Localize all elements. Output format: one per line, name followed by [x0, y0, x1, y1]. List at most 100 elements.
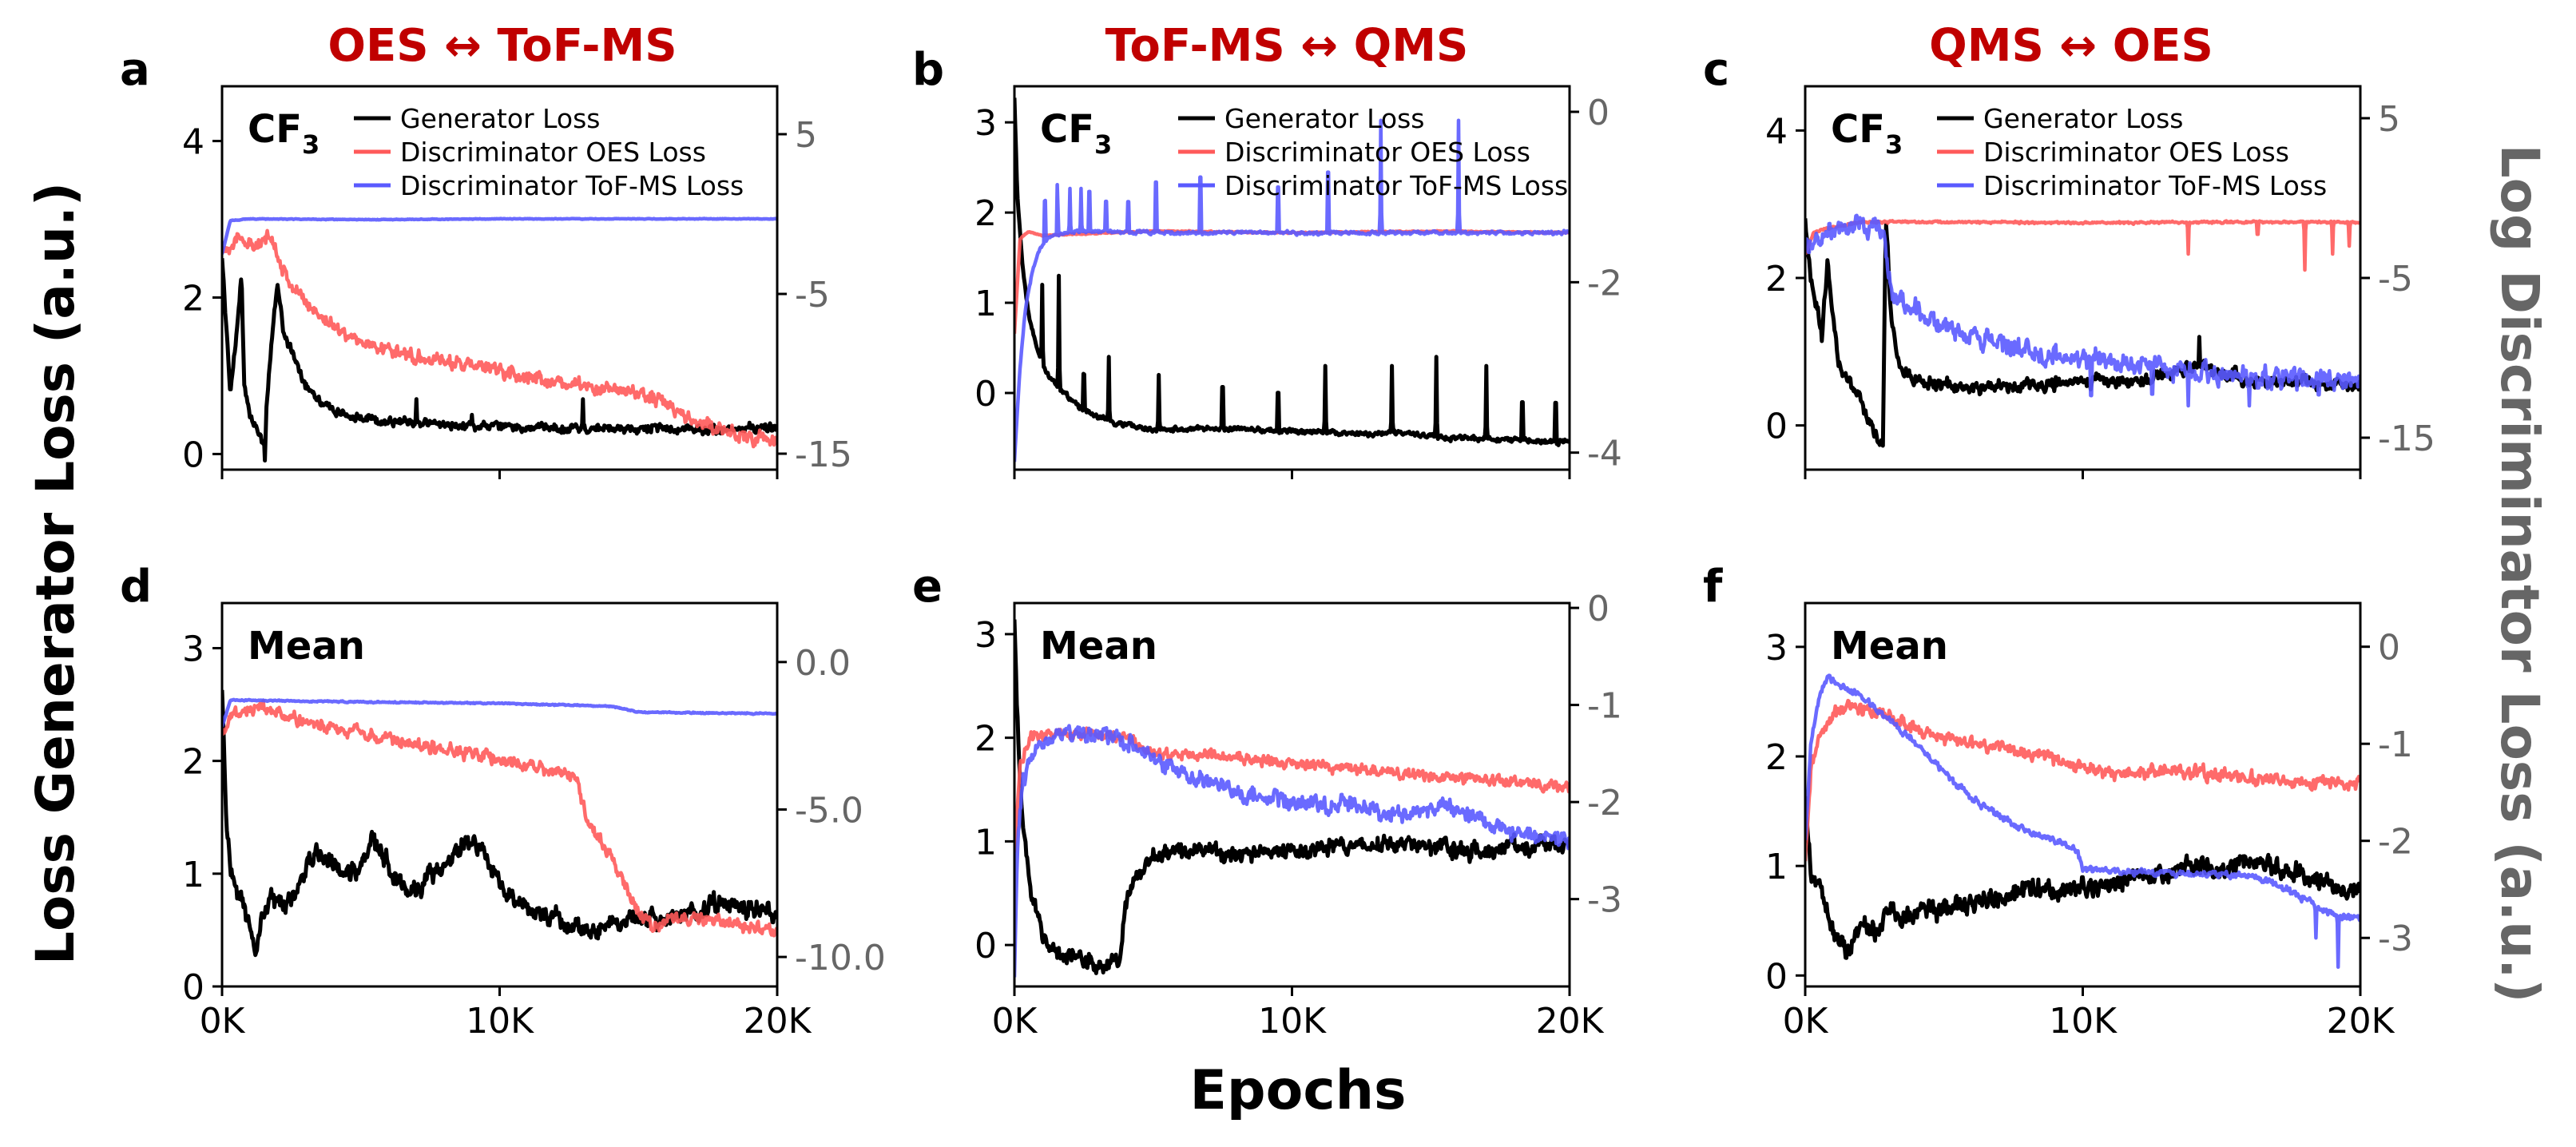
series-line-discriminator-tof-ms-loss [1014, 118, 1570, 462]
x-tick-label: 0K [992, 1001, 1038, 1042]
column-title-1: OES ↔ ToF-MS [327, 20, 677, 72]
panel-letter: f [1703, 561, 1723, 613]
y-tick-label-right: 0.0 [795, 643, 851, 684]
x-tick-label: 20K [1536, 1001, 1605, 1042]
y-tick-label-left: 3 [182, 629, 204, 669]
series-line-discriminator-tof-ms-loss [1805, 213, 2360, 408]
panel-letter: e [912, 561, 943, 613]
y-tick-label-left: 0 [182, 967, 204, 1008]
y-tick-label-right: -2 [1587, 263, 1622, 304]
x-tick-label: 20K [2327, 1001, 2395, 1042]
y-tick-label-left: 4 [182, 122, 204, 163]
y-tick-label-left: 1 [974, 284, 997, 324]
inset-title: Mean [1040, 624, 1157, 669]
y-tick-label-left: 2 [1765, 259, 1788, 300]
y-tick-label-left: 0 [1765, 956, 1788, 997]
series-line-generator-loss [222, 258, 777, 462]
inset-title: CF3 [1831, 107, 1903, 160]
series-line-discriminator-oes-loss [1805, 698, 2360, 862]
inset-title: Mean [248, 624, 365, 669]
y-tick-label-left: 2 [182, 278, 204, 319]
legend-label: Discriminator OES Loss [400, 137, 706, 168]
x-tick-label: 10K [1258, 1001, 1327, 1042]
y-tick-label-left: 2 [1765, 737, 1788, 778]
panel-letter: d [120, 561, 152, 613]
series-group [222, 216, 777, 462]
y-tick-label-right: -5.0 [795, 790, 863, 831]
series-line-generator-loss [1014, 619, 1570, 975]
panel-d: 0 1 2 3 0.0 -5.0 -10.0 0K 10K 20K d Mean [120, 561, 886, 1042]
inset-title: CF3 [248, 107, 320, 160]
panel-letter: a [120, 44, 150, 96]
series-group [1805, 213, 2360, 448]
legend-label: Discriminator ToF-MS Loss [400, 170, 744, 201]
y-tick-label-left: 0 [974, 374, 997, 415]
y-tick-label-right: -10.0 [795, 938, 886, 978]
column-title-2: ToF-MS ↔ QMS [1105, 20, 1469, 72]
y-tick-label-right: -1 [2378, 724, 2413, 765]
series-line-discriminator-tof-ms-loss [222, 697, 777, 728]
series-line-generator-loss [1805, 218, 2360, 448]
y-tick-label-left: 3 [974, 103, 997, 144]
series-line-discriminator-oes-loss [222, 228, 777, 449]
y-tick-label-left: 4 [1765, 111, 1788, 152]
legend-label: Discriminator OES Loss [1983, 137, 2289, 168]
series-group [1014, 619, 1570, 978]
y-tick-label-right: 5 [2378, 99, 2400, 140]
panel-letter: c [1703, 44, 1729, 96]
y-tick-label-left: 1 [1765, 847, 1788, 887]
panel-letter: b [912, 44, 944, 96]
y-tick-label-right: -3 [2378, 919, 2413, 959]
legend-label: Discriminator OES Loss [1224, 137, 1530, 168]
y-tick-label-left: 0 [182, 435, 204, 475]
series-line-discriminator-tof-ms-loss [1805, 673, 2360, 969]
y-tick-label-left: 1 [182, 855, 204, 895]
x-tick-label: 10K [2049, 1001, 2118, 1042]
y-tick-label-right: -4 [1587, 434, 1622, 474]
series-group [1014, 97, 1570, 462]
y-tick-label-left: 0 [1765, 407, 1788, 447]
series-line-discriminator-oes-loss [222, 699, 777, 938]
y-axis-label-left: Loss Generator Loss (a.u.) [25, 182, 86, 965]
x-tick-label: 0K [200, 1001, 246, 1042]
series-line-generator-loss [1014, 97, 1570, 447]
panel-e: 0 1 2 3 0 -1 -2 -3 0K 10K 20K e Mean [912, 561, 1622, 1042]
inset-title-subscript: 3 [1885, 129, 1903, 160]
panel-f: 0 1 2 3 0 -1 -2 -3 0K 10K 20K f Mean [1703, 561, 2413, 1042]
inset-title-subscript: 3 [302, 129, 320, 160]
series-line-generator-loss [222, 689, 777, 958]
inset-title: CF3 [1040, 107, 1112, 160]
y-tick-label-right: 0 [1587, 589, 1610, 629]
legend-label: Generator Loss [1983, 103, 2183, 134]
legend-label: Generator Loss [400, 103, 600, 134]
series-line-generator-loss [1805, 796, 2360, 960]
series-line-discriminator-oes-loss [1014, 726, 1570, 853]
x-tick-label: 10K [466, 1001, 534, 1042]
y-tick-label-right: -5 [2378, 259, 2413, 300]
y-tick-label-left: 0 [974, 926, 997, 966]
y-tick-label-right: -3 [1587, 880, 1622, 921]
y-tick-label-right: -2 [1587, 783, 1622, 824]
inset-title: Mean [1831, 624, 1948, 669]
y-tick-label-right: -15 [795, 435, 852, 475]
legend-label: Generator Loss [1224, 103, 1424, 134]
y-tick-label-right: -2 [2378, 822, 2413, 863]
series-line-discriminator-oes-loss [1805, 219, 2360, 272]
inset-title-subscript: 3 [1094, 129, 1112, 160]
y-tick-label-right: 0 [2378, 628, 2400, 669]
column-title-3: QMS ↔ OES [1929, 20, 2213, 72]
y-tick-label-right: -1 [1587, 686, 1622, 727]
x-axis-label: Epochs [1189, 1059, 1406, 1122]
x-tick-label: 20K [744, 1001, 812, 1042]
y-tick-label-right: 5 [795, 115, 817, 156]
y-tick-label-left: 3 [1765, 628, 1788, 669]
x-tick-label: 0K [1783, 1001, 1829, 1042]
series-group [1805, 673, 2360, 969]
series-line-discriminator-oes-loss [1014, 228, 1570, 334]
